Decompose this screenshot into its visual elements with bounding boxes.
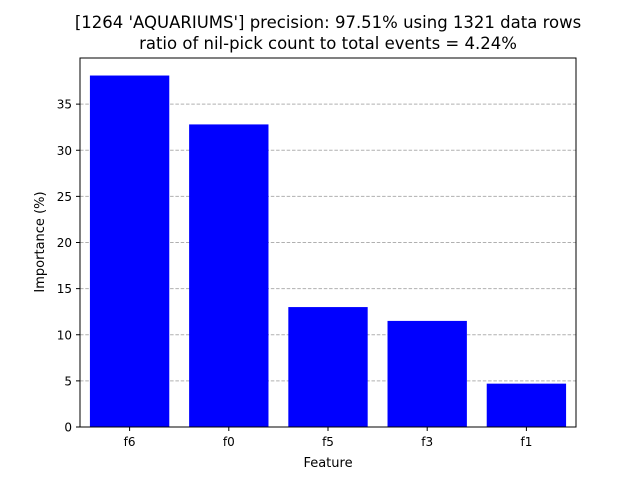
x-axis-label: Feature (303, 456, 352, 471)
bar-f1 (486, 383, 567, 427)
y-tick-label: 5 (64, 374, 72, 388)
bar-f0 (189, 124, 269, 428)
y-tick-label: 35 (57, 98, 72, 112)
y-tick-label: 25 (57, 190, 72, 204)
x-tick-label: f3 (421, 435, 433, 449)
y-tick-label: 15 (57, 282, 72, 296)
bar-f5 (288, 307, 368, 427)
x-tick-label: f1 (520, 435, 532, 449)
chart-subtitle: ratio of nil-pick count to total events … (139, 34, 517, 53)
bar-f6 (89, 75, 170, 427)
y-axis-label: Importance (%) (33, 191, 48, 292)
x-tick-label: f0 (223, 435, 235, 449)
y-tick-label: 0 (64, 421, 72, 435)
chart-title: [1264 'AQUARIUMS'] precision: 97.51% usi… (75, 13, 581, 32)
x-axis-ticks: f6 f0 f5 f3 f1 (124, 427, 532, 449)
x-tick-label: f5 (322, 435, 334, 449)
bar-f3 (387, 320, 467, 427)
y-axis-ticks: 0 5 10 15 20 25 30 35 (57, 98, 80, 435)
y-tick-label: 10 (57, 328, 72, 342)
bars (89, 75, 567, 428)
x-tick-label: f6 (124, 435, 136, 449)
y-tick-label: 20 (57, 236, 72, 250)
y-tick-label: 30 (57, 144, 72, 158)
